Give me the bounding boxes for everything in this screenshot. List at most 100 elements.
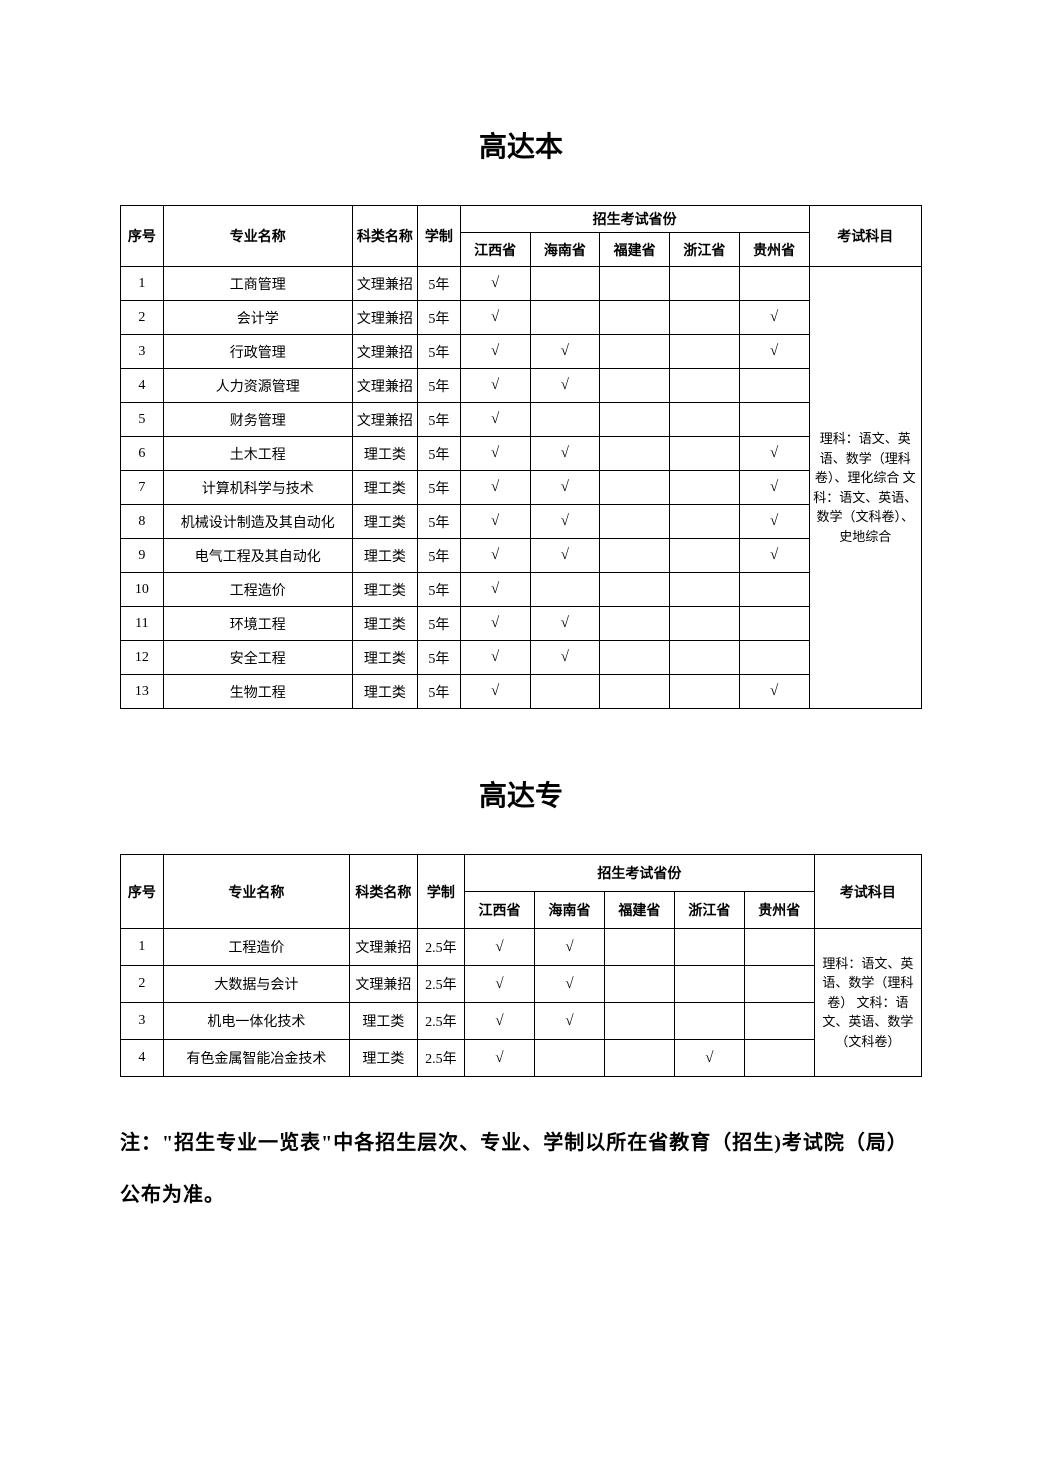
cell-prov-3 — [670, 573, 740, 607]
cell-cat: 理工类 — [352, 471, 417, 505]
cell-major: 人力资源管理 — [163, 369, 352, 403]
th-provgroup: 招生考试省份 — [465, 855, 815, 892]
table-row: 2大数据与会计文理兼招2.5年√√ — [121, 966, 922, 1003]
cell-major: 机械设计制造及其自动化 — [163, 505, 352, 539]
th-dur: 学制 — [417, 855, 464, 929]
table-gaodazhuan: 序号 专业名称 科类名称 学制 招生考试省份 考试科目 江西省 海南省 福建省 … — [120, 854, 922, 1077]
cell-prov-3 — [674, 966, 744, 1003]
table-row: 1工程造价文理兼招2.5年√√理科：语文、英语、数学（理科卷） 文科：语文、英语… — [121, 929, 922, 966]
cell-major: 电气工程及其自动化 — [163, 539, 352, 573]
table-row: 3行政管理文理兼招5年√√√ — [121, 335, 922, 369]
cell-prov-1: √ — [530, 335, 600, 369]
cell-prov-4 — [739, 641, 809, 675]
cell-cat: 文理兼招 — [350, 966, 418, 1003]
th-prov-2: 福建省 — [604, 892, 674, 929]
th-provgroup: 招生考试省份 — [460, 206, 809, 233]
cell-prov-4: √ — [739, 437, 809, 471]
cell-prov-2 — [600, 471, 670, 505]
cell-prov-1: √ — [530, 437, 600, 471]
cell-major: 有色金属智能冶金技术 — [163, 1040, 349, 1077]
cell-prov-4 — [739, 403, 809, 437]
page-container: 高达本 序号 专业名称 科类名称 学制 招生考试省份 考试科目 江西省 海南省 … — [0, 0, 1042, 1421]
cell-major: 计算机科学与技术 — [163, 471, 352, 505]
cell-prov-0: √ — [460, 301, 530, 335]
cell-cat: 理工类 — [352, 675, 417, 709]
cell-major: 大数据与会计 — [163, 966, 349, 1003]
section2-title: 高达专 — [120, 774, 922, 814]
cell-major: 安全工程 — [163, 641, 352, 675]
cell-seq: 7 — [121, 471, 164, 505]
table-row: 1工商管理文理兼招5年√理科：语文、英语、数学（理科卷）、理化综合 文科：语文、… — [121, 267, 922, 301]
cell-seq: 3 — [121, 335, 164, 369]
cell-prov-4: √ — [739, 505, 809, 539]
cell-prov-1: √ — [530, 471, 600, 505]
cell-prov-0: √ — [460, 539, 530, 573]
cell-prov-3 — [670, 335, 740, 369]
th-major: 专业名称 — [163, 206, 352, 267]
cell-prov-3 — [670, 675, 740, 709]
cell-major: 环境工程 — [163, 607, 352, 641]
cell-prov-3: √ — [674, 1040, 744, 1077]
cell-dur: 5年 — [418, 607, 461, 641]
cell-dur: 2.5年 — [417, 929, 464, 966]
th-prov-4: 贵州省 — [744, 892, 814, 929]
cell-prov-0: √ — [465, 1040, 535, 1077]
table-row: 4有色金属智能冶金技术理工类2.5年√√ — [121, 1040, 922, 1077]
table-row: 7计算机科学与技术理工类5年√√√ — [121, 471, 922, 505]
cell-major: 行政管理 — [163, 335, 352, 369]
cell-prov-3 — [670, 301, 740, 335]
th-seq: 序号 — [121, 206, 164, 267]
cell-cat: 文理兼招 — [352, 301, 417, 335]
cell-dur: 5年 — [418, 641, 461, 675]
cell-prov-2 — [600, 437, 670, 471]
cell-prov-0: √ — [460, 335, 530, 369]
cell-prov-3 — [670, 505, 740, 539]
cell-major: 会计学 — [163, 301, 352, 335]
cell-cat: 理工类 — [352, 437, 417, 471]
cell-prov-1 — [530, 267, 600, 301]
cell-prov-3 — [670, 437, 740, 471]
cell-prov-1: √ — [535, 929, 605, 966]
th-prov-2: 福建省 — [600, 233, 670, 267]
cell-prov-4 — [739, 267, 809, 301]
cell-seq: 1 — [121, 929, 164, 966]
cell-dur: 5年 — [418, 437, 461, 471]
cell-prov-0: √ — [460, 641, 530, 675]
cell-dur: 5年 — [418, 471, 461, 505]
cell-cat: 文理兼招 — [352, 267, 417, 301]
cell-dur: 5年 — [418, 267, 461, 301]
cell-prov-0: √ — [465, 1003, 535, 1040]
cell-prov-3 — [670, 539, 740, 573]
cell-major: 财务管理 — [163, 403, 352, 437]
table-row: 8机械设计制造及其自动化理工类5年√√√ — [121, 505, 922, 539]
cell-seq: 13 — [121, 675, 164, 709]
table-row: 11环境工程理工类5年√√ — [121, 607, 922, 641]
cell-seq: 3 — [121, 1003, 164, 1040]
cell-prov-2 — [600, 403, 670, 437]
cell-prov-0: √ — [465, 929, 535, 966]
table-row: 4人力资源管理文理兼招5年√√ — [121, 369, 922, 403]
cell-prov-1 — [535, 1040, 605, 1077]
table-row: 9电气工程及其自动化理工类5年√√√ — [121, 539, 922, 573]
th-prov-3: 浙江省 — [674, 892, 744, 929]
cell-prov-1: √ — [530, 505, 600, 539]
cell-prov-1 — [530, 675, 600, 709]
table-row: 12安全工程理工类5年√√ — [121, 641, 922, 675]
cell-prov-2 — [604, 929, 674, 966]
cell-seq: 10 — [121, 573, 164, 607]
cell-seq: 4 — [121, 369, 164, 403]
cell-prov-0: √ — [460, 505, 530, 539]
cell-dur: 5年 — [418, 573, 461, 607]
cell-prov-1: √ — [530, 607, 600, 641]
cell-prov-3 — [670, 403, 740, 437]
cell-prov-2 — [600, 539, 670, 573]
cell-seq: 5 — [121, 403, 164, 437]
cell-cat: 理工类 — [352, 641, 417, 675]
th-prov-0: 江西省 — [465, 892, 535, 929]
cell-dur: 5年 — [418, 335, 461, 369]
table-row: 3机电一体化技术理工类2.5年√√ — [121, 1003, 922, 1040]
cell-prov-3 — [670, 641, 740, 675]
table-row: 13生物工程理工类5年√√ — [121, 675, 922, 709]
cell-seq: 1 — [121, 267, 164, 301]
th-prov-4: 贵州省 — [739, 233, 809, 267]
